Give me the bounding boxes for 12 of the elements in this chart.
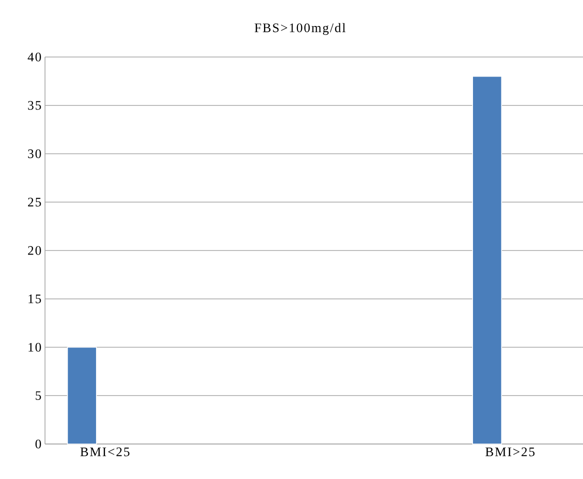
- x-tick-label: BMI>25: [486, 448, 535, 456]
- y-tick-label: 30: [28, 149, 41, 158]
- y-tick-label: 20: [28, 246, 41, 255]
- y-tick-label: 25: [28, 198, 41, 206]
- y-tick-label: 5: [36, 391, 41, 400]
- y-tick-label: 40: [28, 52, 41, 62]
- y-tick-label: 15: [28, 294, 41, 304]
- y-tick-label: 35: [28, 101, 41, 110]
- y-tick-label: 0: [36, 440, 41, 448]
- chart-title: FBS>100mg/dl: [254, 23, 346, 35]
- x-tick-label: BMI<25: [80, 448, 130, 456]
- y-tick-label: 10: [28, 342, 41, 352]
